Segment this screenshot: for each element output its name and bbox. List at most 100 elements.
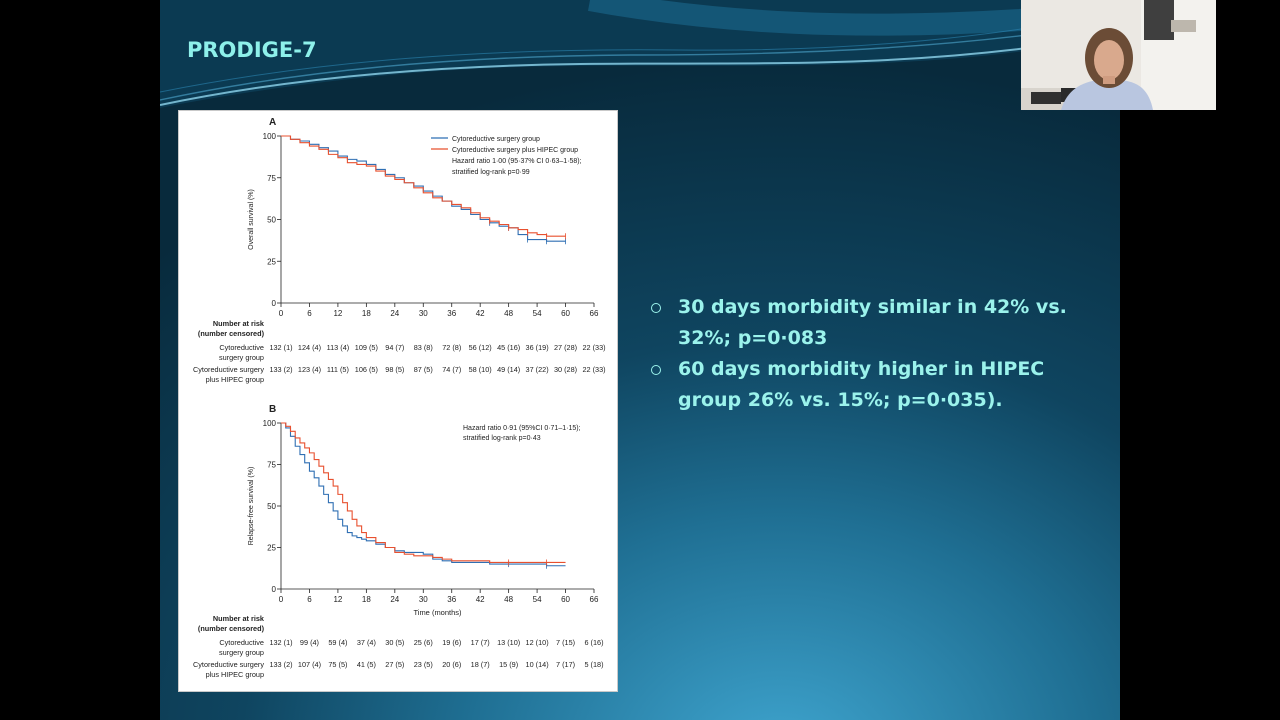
survival-curve-hipec: [281, 422, 566, 563]
risk-table-cell: 75 (5): [328, 660, 347, 669]
risk-row-label: surgery group: [219, 353, 264, 362]
risk-table-header: (number censored): [198, 329, 265, 338]
survival-figure: A 0 25 50 75 100 0 6 12 18 24 30 36 42 48 54 60 66 Overall…: [178, 110, 618, 692]
survival-curve-hipec: [281, 135, 566, 237]
panel-label: A: [269, 117, 276, 128]
x-tick-label: 54: [533, 595, 542, 604]
bullet-item-30-days: 30 days morbidity similar in 42% vs. 32%…: [648, 292, 1078, 354]
risk-table-cell: 10 (14): [526, 660, 549, 669]
risk-table-cell: 74 (7): [442, 365, 461, 374]
legend-entry: Cytoreductive surgery group: [452, 136, 540, 143]
risk-table-cell: 27 (5): [385, 660, 404, 669]
risk-table-cell: 41 (5): [357, 660, 376, 669]
risk-row-label: plus HIPEC group: [206, 375, 264, 384]
x-tick-label: 6: [307, 309, 312, 318]
x-tick-label: 30: [419, 309, 428, 318]
risk-table-cell: 12 (10): [526, 638, 549, 647]
risk-table-cell: 56 (12): [469, 343, 492, 352]
x-tick-label: 66: [590, 309, 599, 318]
bullet-item-60-days: 60 days morbidity higher in HIPEC group …: [648, 354, 1078, 416]
risk-table-cell: 59 (4): [328, 638, 347, 647]
risk-table-cell: 109 (5): [355, 343, 378, 352]
x-tick-label: 36: [447, 595, 456, 604]
risk-table-cell: 94 (7): [385, 343, 404, 352]
x-tick-label: 12: [333, 309, 342, 318]
risk-table-cell: 6 (16): [584, 638, 603, 647]
x-tick-label: 42: [476, 309, 485, 318]
risk-table-cell: 106 (5): [355, 365, 378, 374]
risk-table-cell: 133 (2): [269, 660, 292, 669]
risk-table-cell: 49 (14): [497, 365, 520, 374]
x-tick-label: 6: [307, 595, 312, 604]
risk-table-cell: 133 (2): [269, 365, 292, 374]
slide-title: PRODIGE-7: [187, 38, 317, 62]
risk-table-cell: 98 (5): [385, 365, 404, 374]
y-tick-label: 75: [267, 461, 276, 470]
x-tick-label: 36: [447, 309, 456, 318]
risk-table-header: Number at risk: [213, 319, 265, 328]
bullet-text: 60 days morbidity higher in HIPEC group …: [678, 358, 1045, 411]
x-tick-label: 66: [590, 595, 599, 604]
x-tick-label: 18: [362, 309, 371, 318]
y-tick-label: 25: [267, 544, 276, 553]
risk-table-cell: 27 (28): [554, 343, 577, 352]
risk-table-cell: 22 (33): [582, 343, 605, 352]
risk-table-cell: 111 (5): [327, 365, 349, 374]
risk-table-cell: 36 (19): [526, 343, 549, 352]
risk-table-cell: 22 (33): [582, 365, 605, 374]
annotation-text: stratified log-rank p=0·99: [452, 169, 530, 176]
x-tick-label: 24: [390, 309, 399, 318]
x-tick-label: 48: [504, 595, 513, 604]
risk-table-cell: 132 (1): [269, 343, 292, 352]
survival-curve-cytoreductive: [281, 422, 566, 567]
y-tick-label: 0: [272, 585, 277, 594]
risk-table-cell: 15 (9): [499, 660, 518, 669]
x-tick-label: 60: [561, 309, 570, 318]
risk-table-cell: 124 (4): [298, 343, 321, 352]
x-tick-label: 54: [533, 309, 542, 318]
x-tick-label: 0: [279, 595, 284, 604]
risk-table-cell: 30 (28): [554, 365, 577, 374]
risk-table-cell: 20 (6): [442, 660, 461, 669]
presentation-slide: PRODIGE-7 A 0 25 50 75 100 0 6 12 18 24 30 36 42 48 54 6…: [160, 0, 1120, 720]
risk-table-cell: 58 (10): [469, 365, 492, 374]
x-tick-label: 18: [362, 595, 371, 604]
risk-table-cell: 7 (17): [556, 660, 575, 669]
risk-table-cell: 19 (6): [442, 638, 461, 647]
bullet-list: 30 days morbidity similar in 42% vs. 32%…: [648, 292, 1078, 416]
risk-table-cell: 72 (8): [442, 343, 461, 352]
y-tick-label: 100: [263, 132, 277, 141]
x-tick-label: 0: [279, 309, 284, 318]
risk-table-header: (number censored): [198, 624, 265, 633]
y-tick-label: 0: [272, 299, 277, 308]
risk-table-cell: 23 (5): [414, 660, 433, 669]
x-tick-label: 48: [504, 309, 513, 318]
risk-table-cell: 30 (5): [385, 638, 404, 647]
y-tick-label: 75: [267, 174, 276, 183]
panel-label: B: [269, 404, 276, 415]
x-axis-label: Time (months): [413, 608, 462, 617]
risk-row-label: Cytoreductive surgery: [193, 365, 264, 374]
annotation-text: Hazard ratio 1·00 (95·37% CI 0·63–1·58);: [452, 158, 582, 165]
legend-entry: Cytoreductive surgery plus HIPEC group: [452, 147, 578, 154]
risk-table-cell: 7 (15): [556, 638, 575, 647]
y-axis-label: Overall survival (%): [248, 189, 255, 250]
hollow-circle-bullet-icon: [651, 303, 661, 313]
x-tick-label: 42: [476, 595, 485, 604]
risk-table-cell: 17 (7): [471, 638, 490, 647]
risk-table-cell: 132 (1): [269, 638, 292, 647]
risk-table-cell: 25 (6): [414, 638, 433, 647]
risk-table-cell: 113 (4): [327, 343, 350, 352]
y-tick-label: 100: [263, 419, 277, 428]
risk-table-cell: 37 (22): [526, 365, 549, 374]
presenter-webcam-video[interactable]: [1021, 0, 1216, 110]
risk-row-label: surgery group: [219, 648, 264, 657]
risk-table-cell: 107 (4): [298, 660, 321, 669]
risk-table-cell: 5 (18): [584, 660, 603, 669]
x-tick-label: 30: [419, 595, 428, 604]
risk-table-cell: 87 (5): [414, 365, 433, 374]
bullet-text: 30 days morbidity similar in 42% vs. 32%…: [678, 296, 1067, 349]
risk-table-cell: 83 (8): [414, 343, 433, 352]
x-tick-label: 12: [333, 595, 342, 604]
